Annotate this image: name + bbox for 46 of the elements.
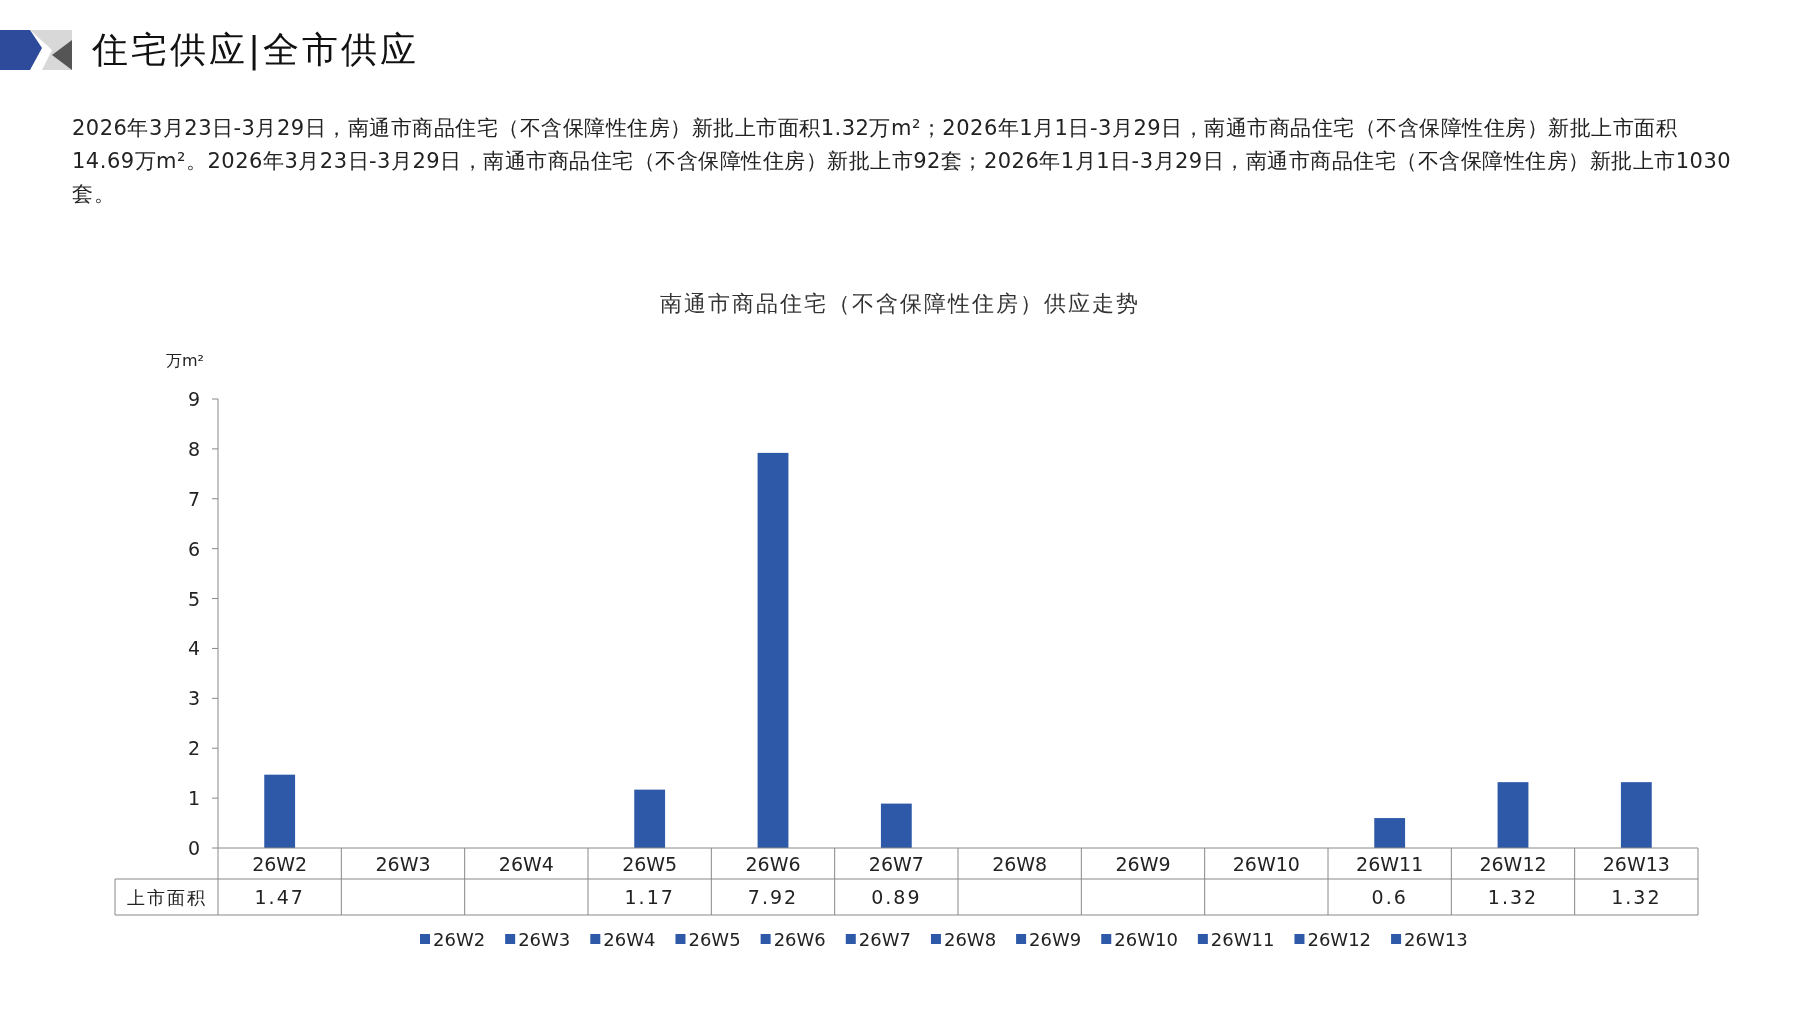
y-tick-label: 4 (187, 637, 200, 660)
y-tick-label: 3 (187, 687, 200, 710)
category-label: 26W13 (1404, 929, 1468, 950)
x-tick-label: 26W13 (1602, 853, 1670, 875)
category-label: 26W5 (688, 929, 741, 950)
category-label: 26W3 (518, 929, 571, 950)
data-label: 1.17 (624, 886, 675, 908)
x-tick-label: 26W2 (252, 853, 308, 875)
x-tick-label: 26W8 (992, 853, 1048, 875)
y-tick-label: 0 (187, 837, 200, 859)
y-tick-label: 9 (187, 388, 200, 410)
category-label: 26W9 (1029, 929, 1082, 950)
x-tick-label: 26W3 (375, 853, 431, 875)
category-label: 26W6 (773, 929, 826, 950)
text: 2026年3月23日-3月29日，南通市商品住宅（不含保障性住房）新批上市面积1.32万m²；2026年1月1日-3月29日，南通市商品住宅（不含保障性住房）新批上市面积14.69万m²。2026年3月23日-3月29日，南通市商品住宅（不含保障性住房）新批上市92套；2026年1月1日-3月29日，南通市商品住宅（不含保障性住房）新批上市1030套。 (72, 115, 1732, 208)
x-tick-label: 26W11 (1356, 853, 1424, 875)
y-axis-title: 万m² (166, 351, 204, 370)
data-label: 0.89 (871, 886, 922, 908)
category-label: 26W2 (433, 929, 486, 950)
x-tick-label: 26W4 (498, 853, 554, 875)
x-tick-label: 26W10 (1232, 853, 1300, 875)
category-label: 26W12 (1307, 929, 1372, 950)
category-label: 26W7 (858, 929, 911, 950)
category-label: 26W11 (1210, 929, 1275, 950)
y-tick-label: 5 (187, 587, 200, 610)
chart-title: 南通市商品住宅（不含保障性住房）供应走势 (660, 291, 1140, 316)
x-tick-label: 26W9 (1115, 853, 1171, 875)
x-tick-label: 26W5 (622, 853, 678, 875)
data-label: 0.6 (1371, 886, 1408, 908)
y-tick-label: 6 (187, 537, 200, 560)
y-tick-label: 2 (187, 737, 200, 760)
data-label: 1.47 (254, 886, 305, 908)
y-tick-label: 7 (187, 487, 200, 510)
x-tick-label: 26W6 (745, 853, 801, 875)
text: 住宅供应|全市供应 (91, 29, 420, 71)
category-label: 26W8 (943, 929, 997, 950)
text: 上市面积 (126, 887, 207, 908)
y-tick-label: 8 (187, 437, 200, 460)
data-label: 1.32 (1611, 886, 1662, 908)
data-label: 7.92 (747, 886, 799, 908)
category-label: 26W10 (1114, 929, 1178, 950)
data-label: 1.32 (1487, 886, 1539, 908)
y-tick-label: 1 (187, 787, 200, 810)
x-tick-label: 26W7 (868, 853, 924, 875)
x-tick-label: 26W12 (1479, 853, 1547, 875)
category-label: 26W4 (603, 929, 656, 950)
